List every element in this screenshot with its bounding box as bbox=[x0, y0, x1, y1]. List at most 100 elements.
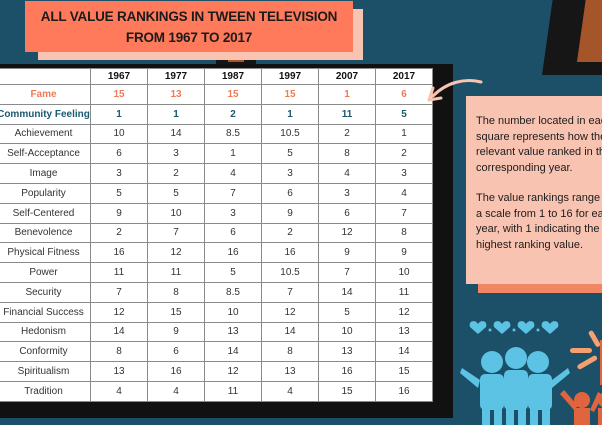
row-label: Image bbox=[0, 163, 91, 184]
row-label: Benevolence bbox=[0, 222, 91, 244]
rank-cell: 2 bbox=[90, 222, 148, 244]
rank-cell: 12 bbox=[90, 301, 148, 323]
rank-cell: 7 bbox=[375, 202, 433, 224]
rank-cell: 10 bbox=[375, 262, 433, 283]
rank-cell: 15 bbox=[318, 380, 376, 402]
rank-cell: 4 bbox=[375, 182, 433, 204]
rank-cell: 15 bbox=[204, 84, 262, 105]
rank-cell: 3 bbox=[147, 143, 205, 165]
table-row: Spiritualism 13 16 12 13 16 15 bbox=[0, 361, 433, 382]
row-label: Achievement bbox=[0, 123, 91, 145]
rank-cell: 16 bbox=[261, 242, 319, 264]
rank-cell: 7 bbox=[204, 182, 262, 204]
rank-cell: 14 bbox=[375, 341, 433, 363]
rankings-table: 1967 1977 1987 1997 2007 2017 Fame 15 13 15… bbox=[0, 68, 433, 402]
note-paragraph-1: The number located in each square repres… bbox=[476, 115, 602, 174]
table-row: Popularity 5 5 7 6 3 4 bbox=[0, 182, 433, 204]
rank-cell: 8 bbox=[261, 341, 319, 363]
rank-cell: 13 bbox=[204, 321, 262, 343]
rank-cell: 10 bbox=[147, 202, 205, 224]
row-label: Self-Centered bbox=[0, 202, 91, 224]
rank-cell: 8.5 bbox=[204, 123, 262, 145]
row-label: Spiritualism bbox=[0, 361, 91, 382]
rank-cell: 11 bbox=[204, 380, 262, 402]
rank-cell: 3 bbox=[261, 163, 319, 184]
table-row: Image 3 2 4 3 4 3 bbox=[0, 163, 433, 184]
rank-cell: 6 bbox=[261, 182, 319, 204]
rank-cell: 3 bbox=[204, 202, 262, 224]
rank-cell: 6 bbox=[318, 202, 376, 224]
rank-cell: 2 bbox=[261, 222, 319, 244]
rank-cell: 1 bbox=[318, 84, 376, 105]
rank-cell: 8 bbox=[90, 341, 148, 363]
row-label: Power bbox=[0, 262, 91, 283]
rank-cell: 1 bbox=[147, 103, 205, 125]
rank-cell: 3 bbox=[318, 182, 376, 204]
rank-cell: 11 bbox=[375, 281, 433, 303]
rank-cell: 10.5 bbox=[261, 123, 319, 145]
header-cell bbox=[0, 68, 91, 85]
table-row: Conformity 8 6 14 8 13 14 bbox=[0, 341, 433, 363]
cheering-figures-icon bbox=[560, 330, 602, 425]
rank-cell: 10 bbox=[204, 301, 262, 323]
table-row: Physical Fitness 16 12 16 16 9 9 bbox=[0, 242, 433, 264]
rank-cell: 3 bbox=[90, 163, 148, 184]
table-row: Self-Acceptance 6 3 1 5 8 2 bbox=[0, 143, 433, 165]
rank-cell: 4 bbox=[147, 380, 205, 402]
title-line-2: FROM 1967 TO 2017 bbox=[125, 29, 253, 45]
row-label: Fame bbox=[0, 84, 91, 105]
rank-cell: 4 bbox=[318, 163, 376, 184]
rank-cell: 13 bbox=[318, 341, 376, 363]
curved-arrow-icon bbox=[427, 79, 483, 102]
explanation-note: The number located in each square repres… bbox=[466, 96, 602, 284]
row-label: Physical Fitness bbox=[0, 242, 91, 264]
rank-cell: 13 bbox=[375, 321, 433, 343]
table-row: Power 11 11 5 10.5 7 10 bbox=[0, 262, 433, 283]
rank-cell: 1 bbox=[375, 123, 433, 145]
rank-cell: 4 bbox=[204, 163, 262, 184]
header-cell: 2017 bbox=[375, 68, 433, 85]
rank-cell: 15 bbox=[90, 84, 148, 105]
rank-cell: 16 bbox=[204, 242, 262, 264]
rank-cell: 6 bbox=[90, 143, 148, 165]
rank-cell: 15 bbox=[375, 361, 433, 382]
rank-cell: 5 bbox=[90, 182, 148, 204]
header-cell: 1997 bbox=[261, 68, 319, 85]
rank-cell: 9 bbox=[318, 242, 376, 264]
rank-cell: 8.5 bbox=[204, 281, 262, 303]
table-row: Hedonism 14 9 13 14 10 13 bbox=[0, 321, 433, 343]
table-row: Achievement 10 14 8.5 10.5 2 1 bbox=[0, 123, 433, 145]
table-row: Benevolence 2 7 6 2 12 8 bbox=[0, 222, 433, 244]
rank-cell: 13 bbox=[261, 361, 319, 382]
rank-cell: 12 bbox=[204, 361, 262, 382]
rank-cell: 14 bbox=[261, 321, 319, 343]
rank-cell: 7 bbox=[261, 281, 319, 303]
rank-cell: 1 bbox=[261, 103, 319, 125]
rank-cell: 11 bbox=[147, 262, 205, 283]
rank-cell: 1 bbox=[204, 143, 262, 165]
rank-cell: 2 bbox=[318, 123, 376, 145]
table-header-row: 1967 1977 1987 1997 2007 2017 bbox=[0, 68, 433, 85]
table-row: Community Feeling 1 1 2 1 11 5 bbox=[0, 103, 433, 125]
row-label: Self-Acceptance bbox=[0, 143, 91, 165]
rank-cell: 4 bbox=[261, 380, 319, 402]
rank-cell: 13 bbox=[90, 361, 148, 382]
rank-cell: 5 bbox=[147, 182, 205, 204]
rank-cell: 10.5 bbox=[261, 262, 319, 283]
row-label: Community Feeling bbox=[0, 103, 91, 125]
rank-cell: 10 bbox=[90, 123, 148, 145]
rank-cell: 2 bbox=[375, 143, 433, 165]
header-cell: 1977 bbox=[147, 68, 205, 85]
rank-cell: 2 bbox=[147, 163, 205, 184]
rank-cell: 10 bbox=[318, 321, 376, 343]
rank-cell: 6 bbox=[147, 341, 205, 363]
table-row: Fame 15 13 15 15 1 6 bbox=[0, 84, 433, 105]
rank-cell: 5 bbox=[375, 103, 433, 125]
rank-cell: 16 bbox=[375, 380, 433, 402]
rank-cell: 2 bbox=[204, 103, 262, 125]
page-title: ALL VALUE RANKINGS IN TWEEN TELEVISION F… bbox=[25, 1, 353, 52]
rank-cell: 14 bbox=[90, 321, 148, 343]
table-row: Tradition 4 4 11 4 15 16 bbox=[0, 380, 433, 402]
rank-cell: 16 bbox=[90, 242, 148, 264]
row-label: Conformity bbox=[0, 341, 91, 363]
